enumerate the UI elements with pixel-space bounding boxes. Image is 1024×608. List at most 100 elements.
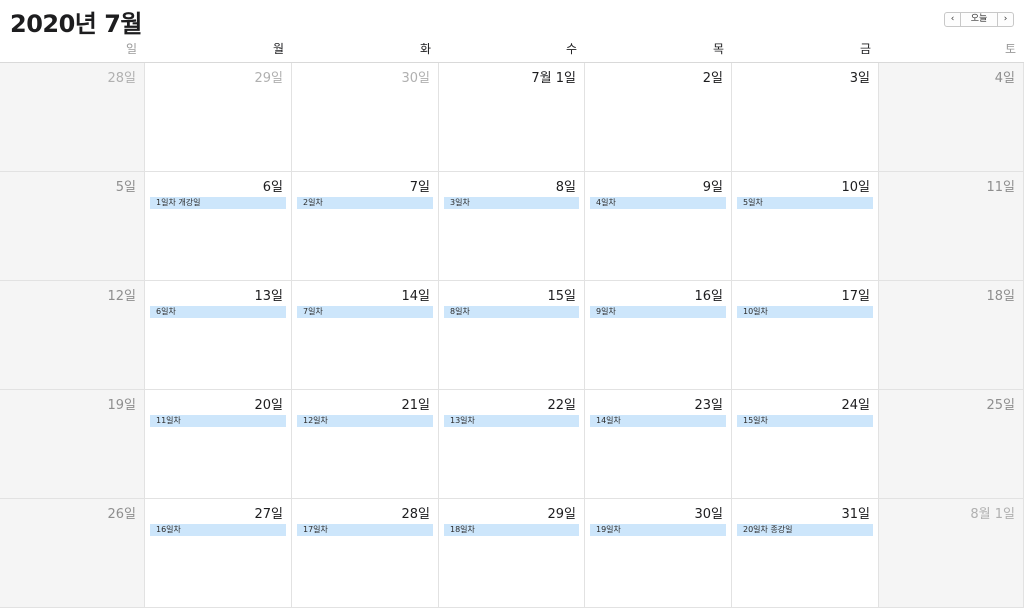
day-cell[interactable]: 12일	[0, 281, 145, 390]
day-cell[interactable]: 7일 2일차	[292, 172, 439, 281]
day-cell[interactable]: 28일 17일차	[292, 499, 439, 608]
chevron-right-icon: ›	[1003, 14, 1008, 24]
next-month-button[interactable]: ›	[997, 12, 1014, 27]
day-number: 9일	[702, 180, 723, 195]
calendar-event[interactable]: 1일차 개강일	[150, 197, 286, 209]
day-cell[interactable]: 29일	[145, 63, 292, 172]
day-cell[interactable]: 18일	[879, 281, 1024, 390]
day-cell[interactable]: 11일	[879, 172, 1024, 281]
day-number: 13일	[254, 289, 283, 304]
day-number: 14일	[401, 289, 430, 304]
weekday-label: 수	[565, 42, 577, 56]
calendar-event[interactable]: 9일차	[590, 306, 726, 318]
day-cell[interactable]: 14일 7일차	[292, 281, 439, 390]
day-number: 8월 1일	[970, 507, 1015, 522]
day-cell[interactable]: 8월 1일	[879, 499, 1024, 608]
calendar-event[interactable]: 6일차	[150, 306, 286, 318]
weekday-label: 일	[125, 42, 137, 56]
day-cell[interactable]: 15일 8일차	[439, 281, 585, 390]
day-cell[interactable]: 27일 16일차	[145, 499, 292, 608]
day-number: 24일	[841, 398, 870, 413]
day-number: 20일	[254, 398, 283, 413]
day-number: 15일	[547, 289, 576, 304]
day-cell[interactable]: 9일 4일차	[585, 172, 732, 281]
day-number: 6일	[262, 180, 283, 195]
weekday-label: 목	[712, 42, 724, 56]
day-number: 11일	[986, 180, 1015, 195]
day-cell[interactable]: 26일	[0, 499, 145, 608]
prev-month-button[interactable]: ‹	[944, 12, 961, 27]
calendar-event[interactable]: 13일차	[444, 415, 579, 427]
day-cell[interactable]: 17일 10일차	[732, 281, 879, 390]
day-number: 5일	[115, 180, 136, 195]
day-cell[interactable]: 30일	[292, 63, 439, 172]
month-grid: 28일 29일 30일 7월 1일 2일 3일 4일 5일 6일 1일차 개강일 7일 2일차 8일 3일…	[0, 63, 1024, 608]
day-cell[interactable]: 7월 1일	[439, 63, 585, 172]
calendar-event[interactable]: 19일차	[590, 524, 726, 536]
day-number: 12일	[107, 289, 136, 304]
day-number: 28일	[401, 507, 430, 522]
calendar-event[interactable]: 7일차	[297, 306, 433, 318]
day-number: 23일	[694, 398, 723, 413]
calendar-event[interactable]: 14일차	[590, 415, 726, 427]
calendar-event[interactable]: 15일차	[737, 415, 873, 427]
weekday-label: 화	[419, 42, 431, 56]
calendar-event[interactable]: 18일차	[444, 524, 579, 536]
day-cell[interactable]: 19일	[0, 390, 145, 499]
calendar-event[interactable]: 2일차	[297, 197, 433, 209]
calendar-event[interactable]: 4일차	[590, 197, 726, 209]
day-cell[interactable]: 28일	[0, 63, 145, 172]
month-navigation: ‹ 오늘 ›	[944, 12, 1014, 27]
day-number: 7월 1일	[531, 71, 576, 86]
day-cell[interactable]: 24일 15일차	[732, 390, 879, 499]
day-cell[interactable]: 22일 13일차	[439, 390, 585, 499]
chevron-left-icon: ‹	[950, 14, 955, 24]
calendar-event[interactable]: 10일차	[737, 306, 873, 318]
day-cell[interactable]: 20일 11일차	[145, 390, 292, 499]
weekday-label: 토	[1004, 42, 1016, 56]
day-number: 31일	[841, 507, 870, 522]
day-cell[interactable]: 2일	[585, 63, 732, 172]
day-number: 19일	[107, 398, 136, 413]
day-number: 26일	[107, 507, 136, 522]
day-number: 8일	[555, 180, 576, 195]
day-number: 30일	[401, 71, 430, 86]
calendar-event[interactable]: 16일차	[150, 524, 286, 536]
calendar-event[interactable]: 20일차 종강일	[737, 524, 873, 536]
day-cell[interactable]: 29일 18일차	[439, 499, 585, 608]
day-cell[interactable]: 30일 19일차	[585, 499, 732, 608]
day-number: 21일	[401, 398, 430, 413]
calendar-event[interactable]: 11일차	[150, 415, 286, 427]
day-number: 28일	[107, 71, 136, 86]
day-cell[interactable]: 8일 3일차	[439, 172, 585, 281]
day-number: 30일	[694, 507, 723, 522]
day-cell[interactable]: 4일	[879, 63, 1024, 172]
weekday-label: 월	[272, 42, 284, 56]
day-cell[interactable]: 10일 5일차	[732, 172, 879, 281]
today-button[interactable]: 오늘	[961, 12, 997, 27]
calendar-event[interactable]: 12일차	[297, 415, 433, 427]
day-cell[interactable]: 21일 12일차	[292, 390, 439, 499]
day-number: 7일	[409, 180, 430, 195]
day-number: 4일	[994, 71, 1015, 86]
day-cell[interactable]: 5일	[0, 172, 145, 281]
day-cell[interactable]: 25일	[879, 390, 1024, 499]
weekday-label: 금	[859, 42, 871, 56]
day-number: 29일	[547, 507, 576, 522]
day-cell[interactable]: 3일	[732, 63, 879, 172]
day-cell[interactable]: 6일 1일차 개강일	[145, 172, 292, 281]
day-cell[interactable]: 31일 20일차 종강일	[732, 499, 879, 608]
calendar-event[interactable]: 5일차	[737, 197, 873, 209]
day-number: 18일	[986, 289, 1015, 304]
day-number: 3일	[849, 71, 870, 86]
day-number: 22일	[547, 398, 576, 413]
calendar-event[interactable]: 3일차	[444, 197, 579, 209]
day-cell[interactable]: 23일 14일차	[585, 390, 732, 499]
day-number: 2일	[702, 71, 723, 86]
day-cell[interactable]: 13일 6일차	[145, 281, 292, 390]
calendar-event[interactable]: 8일차	[444, 306, 579, 318]
day-number: 29일	[254, 71, 283, 86]
calendar-event[interactable]: 17일차	[297, 524, 433, 536]
day-cell[interactable]: 16일 9일차	[585, 281, 732, 390]
